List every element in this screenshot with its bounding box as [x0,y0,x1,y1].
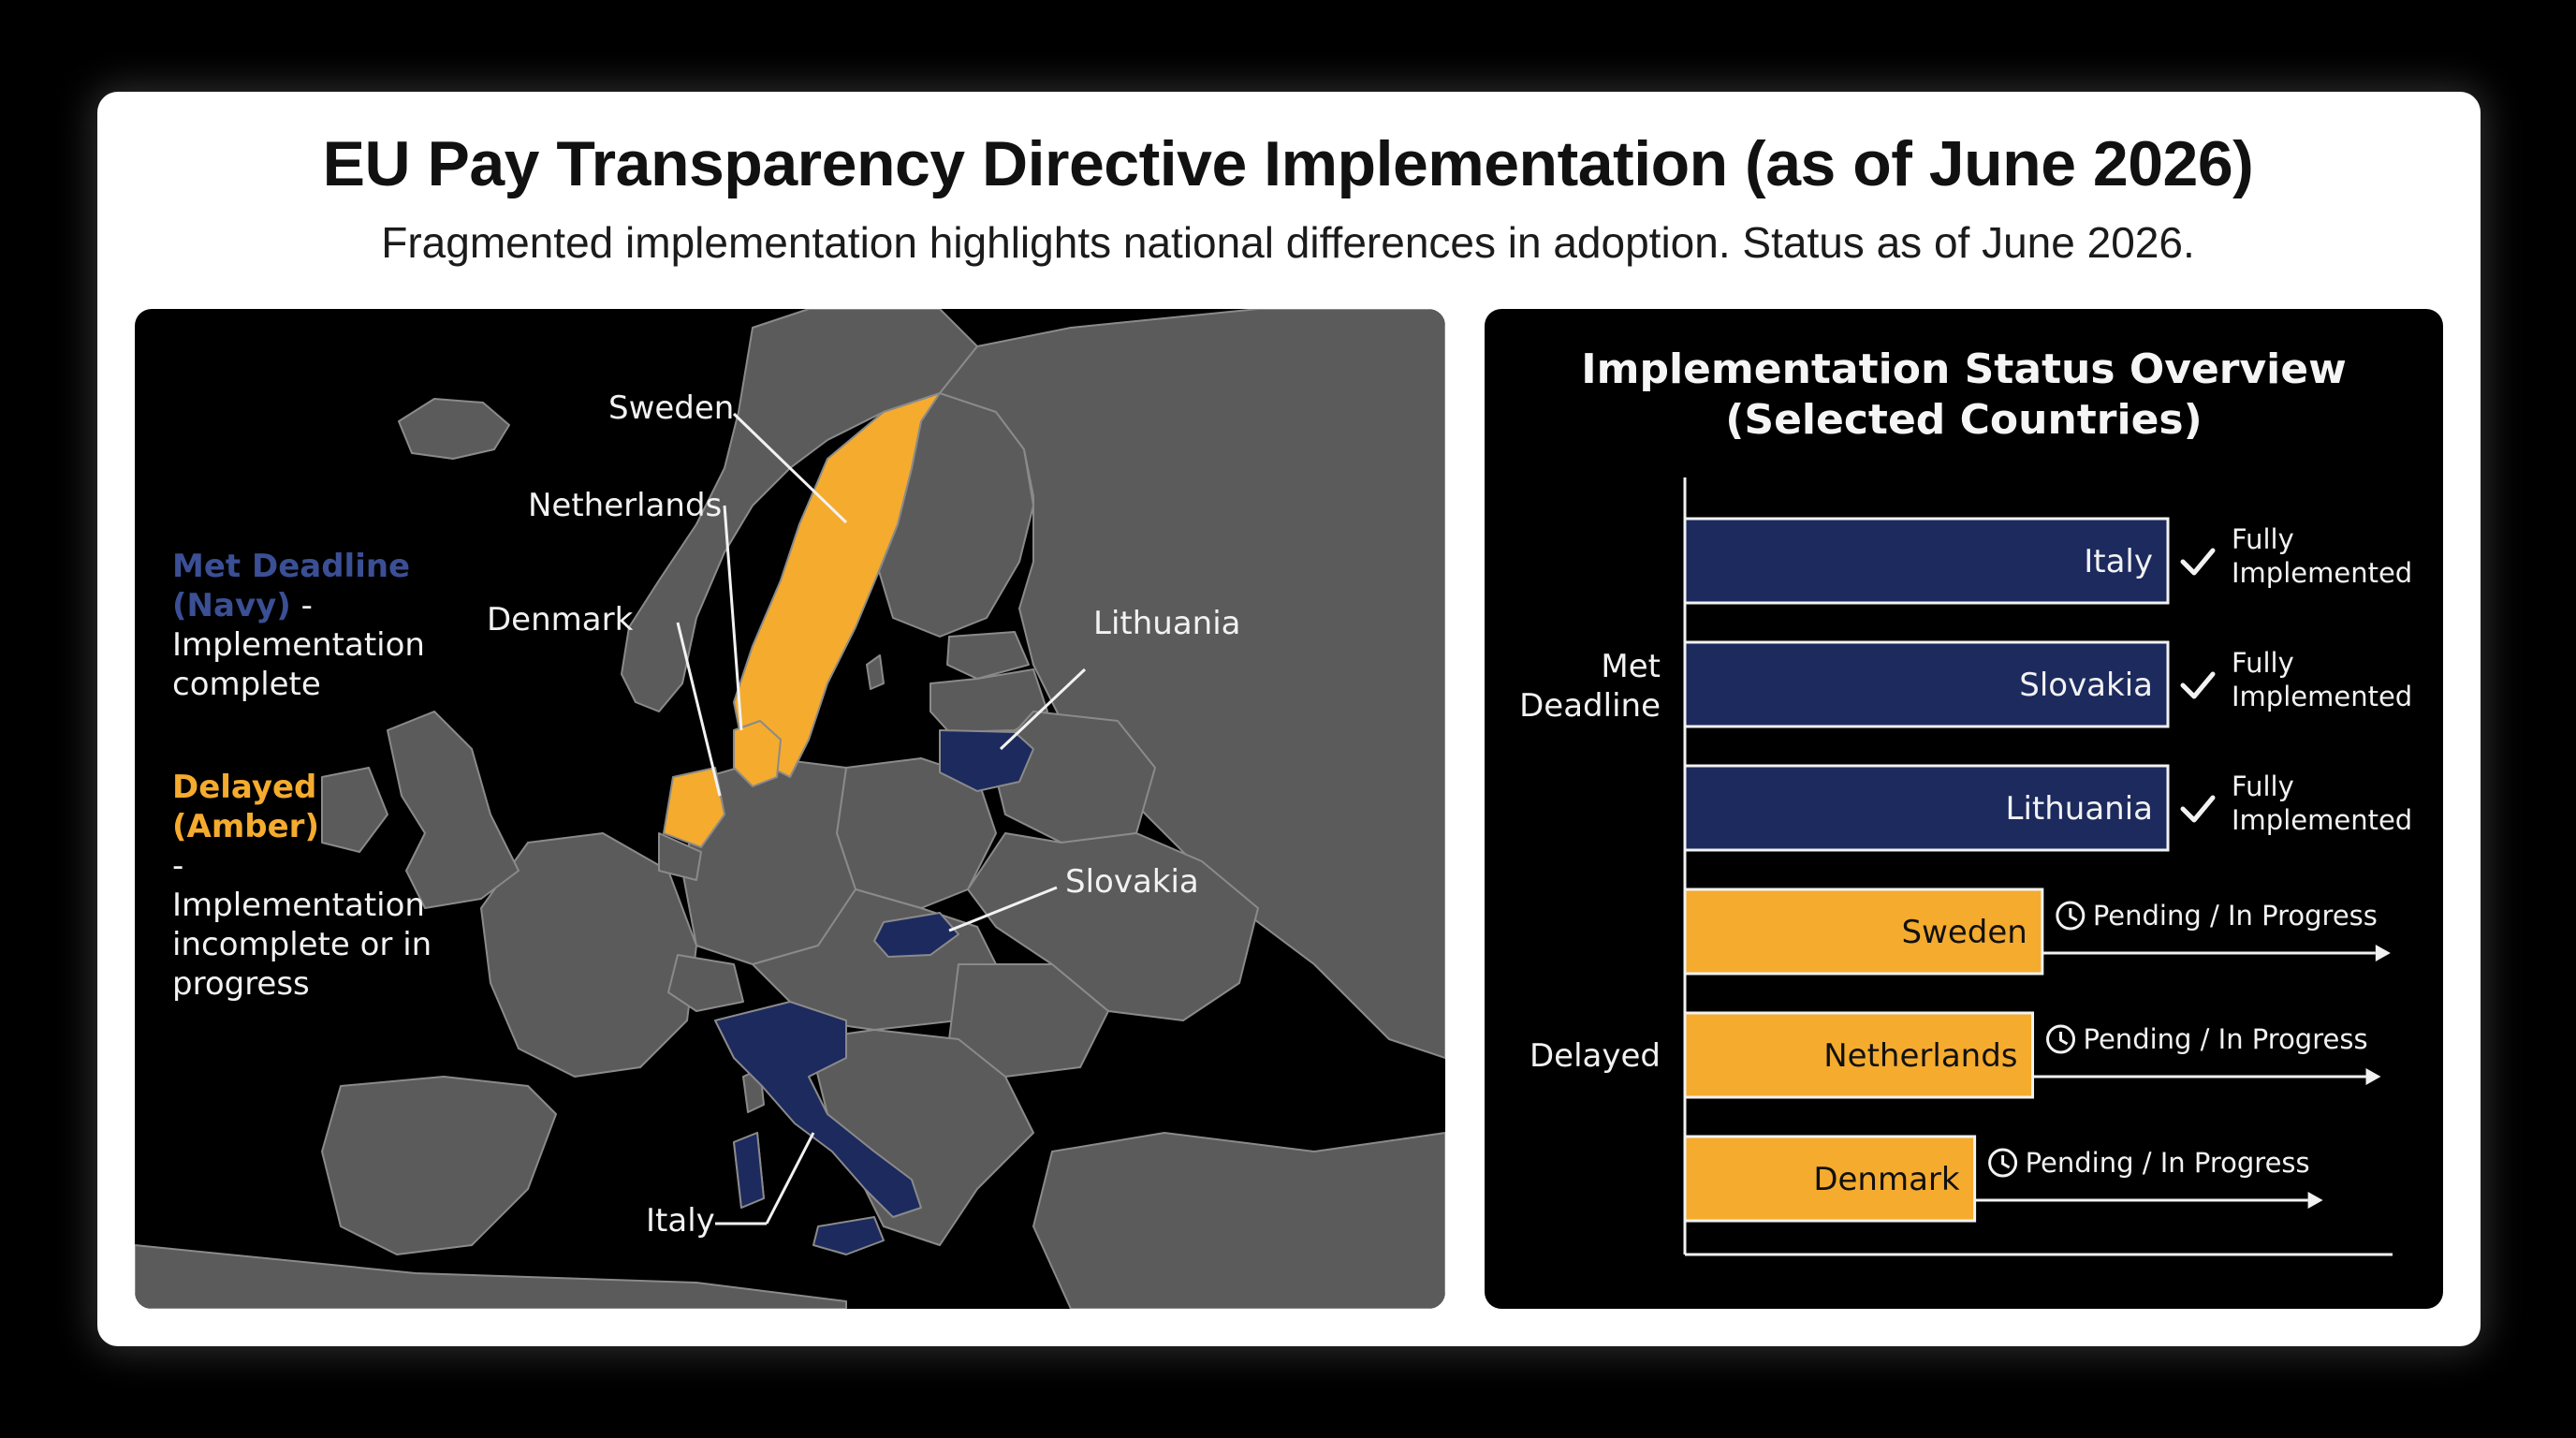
legend-met-desc: Implementation complete [172,626,425,703]
region-north-africa [135,1244,847,1309]
leader-sweden [732,412,848,524]
clock-icon [1988,1148,2018,1178]
label-denmark: Denmark [487,601,634,638]
clock-hands-icon [2059,1032,2069,1046]
leader-italy-2 [765,1132,815,1225]
leader-netherlands [723,505,743,731]
status-label-sweden: Pending / In Progress [2093,900,2378,932]
legend-met-head: Met Deadline (Navy) [172,548,411,624]
chart-title: Implementation Status Overview (Selected … [1485,345,2443,446]
leader-slovakia [948,886,1058,932]
region-turkey [1032,1132,1445,1309]
label-slovakia: Slovakia [1065,863,1199,901]
region-ukraine [967,832,1259,1021]
clock-hands-icon [2069,908,2078,922]
bar-lithuania [1683,764,2170,852]
region-estonia [946,631,1030,680]
page-title: EU Pay Transparency Directive Implementa… [322,128,2254,199]
europe-map-panel: Sweden Netherlands Denmark Lithuania Slo… [135,309,1445,1309]
check-icon [2180,671,2216,699]
region-gotland [866,654,885,690]
clock-icon [2056,901,2086,931]
bar-label-lithuania: Lithuania [2006,790,2153,828]
check-icon [2180,548,2216,576]
bar-label-sweden: Sweden [1901,914,2027,951]
region-ireland [321,767,388,853]
region-uk [387,711,520,909]
chart-title-text: Implementation Status Overview (Selected … [1581,345,2347,444]
country-denmark [733,720,782,787]
page-subtitle: Fragmented implementation highlights nat… [381,218,2195,267]
country-italy [714,1001,922,1218]
bar-label-netherlands: Netherlands [1823,1037,2017,1075]
bar-label-denmark: Denmark [1813,1161,1960,1198]
bar-label-slovakia: Slovakia [2019,667,2153,704]
bar-italy [1683,517,2170,605]
status-label-lithuania: Fully Implemented [2232,770,2412,836]
arrow-head-icon [2375,945,2391,961]
legend-met-dash: - [290,587,313,624]
region-belgium [658,832,702,881]
group-label-delayed: Delayed [1530,1037,1661,1075]
bar-slovakia [1683,640,2170,728]
bar-label-italy: Italy [2084,543,2153,580]
leader-denmark [676,622,722,797]
legend-delayed-dash: - [172,847,184,885]
bar-denmark [1683,1135,1977,1223]
clock-icon [2046,1024,2076,1054]
region-france [480,832,697,1078]
legend-met-deadline: Met Deadline (Navy) - Implementation com… [172,547,453,704]
clock-hands-icon [2001,1155,2011,1169]
country-slovakia [873,912,959,958]
country-italy-sardinia [733,1132,765,1209]
region-switzerland [667,954,744,1012]
label-netherlands: Netherlands [528,487,723,524]
label-sweden: Sweden [608,389,735,427]
bar-sweden [1683,888,2044,976]
legend-delayed-desc: Implementation incomplete or in progress [172,887,432,1003]
legend-delayed-head: Delayed (Amber) [172,769,319,845]
status-label-netherlands: Pending / In Progress [2084,1023,2368,1055]
leader-lithuania [999,668,1087,751]
status-label-italy: Fully Implemented [2232,523,2412,589]
country-netherlands [663,767,725,848]
country-lithuania [939,729,1034,792]
region-iceland [398,398,510,460]
status-chart-panel: Implementation Status Overview (Selected … [1485,309,2443,1309]
group-label-met-deadline: Met Deadline [1519,648,1661,725]
arrow-head-icon [2307,1192,2323,1209]
label-italy: Italy [646,1202,715,1240]
country-sweden [733,392,941,778]
label-lithuania: Lithuania [1093,605,1241,642]
europe-map [135,309,1445,1309]
region-iberia [321,1076,557,1255]
status-label-denmark: Pending / In Progress [2026,1147,2310,1179]
bar-netherlands [1683,1011,2035,1099]
legend-delayed: Delayed (Amber) - Implementation incompl… [172,768,453,1004]
check-icon [2180,795,2216,823]
status-label-slovakia: Fully Implemented [2232,647,2412,712]
status-bar-chart: Met Deadline Delayed Italy Fully Implemented S… [1519,477,2412,1256]
country-italy-sicily [812,1216,885,1255]
arrow-head-icon [2365,1068,2381,1085]
